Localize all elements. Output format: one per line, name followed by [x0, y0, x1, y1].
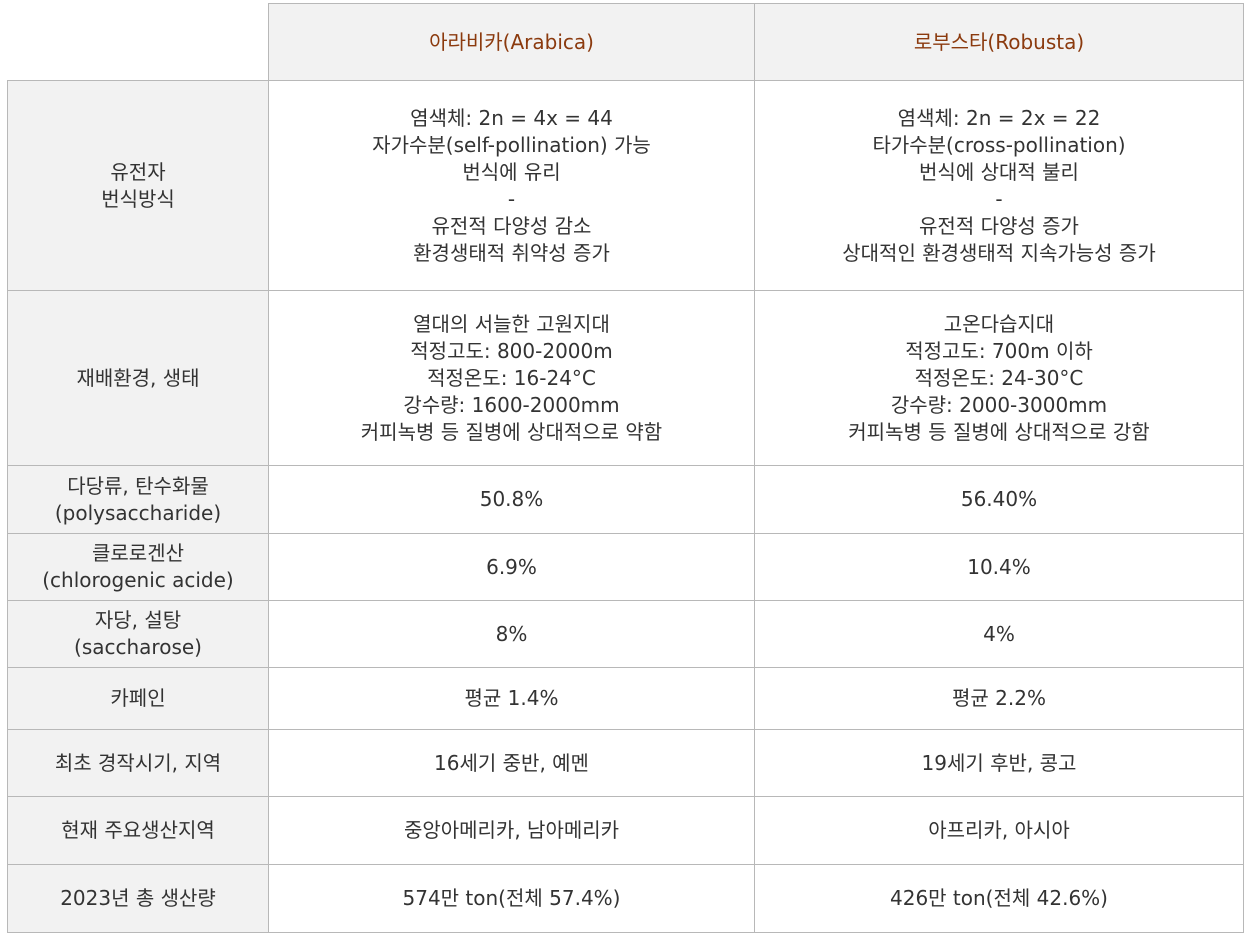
row-header-line: 유전자 [110, 159, 166, 184]
arabica-cell-line: 염색체: 2n = 4x = 44 [410, 105, 613, 130]
robusta-cell-line: 평균 2.2% [952, 686, 1046, 710]
row-saccharose: 자당, 설탕 (saccharose) 8% 4% [7, 600, 1244, 668]
header-row: 아라비카(Arabica) 로부스타(Robusta) [7, 3, 1244, 81]
row-header-line: (polysaccharide) [54, 500, 222, 525]
robusta-cell: 4% [754, 600, 1244, 668]
arabica-cell: 염색체: 2n = 4x = 44 자가수분(self-pollination) … [268, 80, 755, 291]
arabica-cell-line: 열대의 서늘한 고원지대 [413, 311, 610, 336]
robusta-cell-line: 56.40% [960, 487, 1038, 511]
arabica-cell: 6.9% [268, 533, 755, 601]
robusta-cell: 염색체: 2n = 2x = 22 타가수분(cross-pollination)… [754, 80, 1244, 291]
row-header-line: 재배환경, 생태 [76, 365, 200, 390]
arabica-cell-line: 환경생태적 취약성 증가 [413, 240, 610, 265]
arabica-cell-line: 적정고도: 800-2000m [410, 338, 613, 363]
row-first-cultivation: 최초 경작시기, 지역 16세기 중반, 예멘 19세기 후반, 콩고 [7, 729, 1244, 797]
arabica-cell-line: 8% [495, 621, 528, 646]
robusta-cell-line: 아프리카, 아시아 [928, 818, 1070, 842]
row-genetics-reproduction: 유전자 번식방식 염색체: 2n = 4x = 44 자가수분(self-pollin… [7, 80, 1244, 291]
robusta-cell: 아프리카, 아시아 [754, 796, 1244, 865]
robusta-cell: 평균 2.2% [754, 667, 1244, 730]
row-header-line: (saccharose) [74, 635, 202, 659]
row-header: 현재 주요생산지역 [7, 796, 269, 865]
robusta-cell-line: - [995, 186, 1003, 211]
row-header-line: 클로로겐산 [92, 541, 184, 565]
robusta-cell-line: 염색체: 2n = 2x = 22 [897, 105, 1101, 130]
column-header-arabica: 아라비카(Arabica) [268, 3, 755, 81]
robusta-cell-line: 강수량: 2000-3000mm [890, 392, 1108, 417]
robusta-cell-line: 번식에 상대적 불리 [919, 159, 1079, 184]
row-header: 카페인 [7, 667, 269, 730]
row-header: 클로로겐산 (chlorogenic acide) [7, 533, 269, 601]
robusta-cell: 10.4% [754, 533, 1244, 601]
corner-cell [7, 3, 269, 81]
robusta-cell-line: 적정온도: 24-30°C [914, 365, 1084, 390]
robusta-cell: 426만 ton(전체 42.6%) [754, 864, 1244, 933]
robusta-cell-line: 커피녹병 등 질병에 상대적으로 강함 [848, 419, 1150, 444]
row-chlorogenic-acid: 클로로겐산 (chlorogenic acide) 6.9% 10.4% [7, 533, 1244, 601]
robusta-cell-line: 고온다습지대 [943, 311, 1055, 336]
arabica-cell-line: 574만 ton(전체 57.4%) [402, 886, 621, 910]
robusta-cell-line: 10.4% [967, 554, 1031, 579]
row-main-production-region: 현재 주요생산지역 중앙아메리카, 남아메리카 아프리카, 아시아 [7, 796, 1244, 865]
row-header: 최초 경작시기, 지역 [7, 729, 269, 797]
arabica-cell: 50.8% [268, 465, 755, 534]
arabica-cell-line: 적정온도: 16-24°C [427, 365, 596, 390]
row-header-line: 현재 주요생산지역 [61, 818, 215, 842]
arabica-cell-line: 6.9% [486, 554, 537, 579]
robusta-cell: 19세기 후반, 콩고 [754, 729, 1244, 797]
column-header-robusta: 로부스타(Robusta) [754, 3, 1244, 81]
row-header-line: 다당류, 탄수화물 [67, 473, 209, 498]
arabica-cell-line: 중앙아메리카, 남아메리카 [403, 818, 620, 842]
arabica-cell: 열대의 서늘한 고원지대 적정고도: 800-2000m 적정온도: 16-24°C… [268, 290, 755, 466]
arabica-cell-line: 16세기 중반, 예멘 [434, 750, 589, 775]
arabica-cell-line: 자가수분(self-pollination) 가능 [372, 132, 651, 157]
row-header-line: 카페인 [110, 686, 166, 710]
robusta-cell: 56.40% [754, 465, 1244, 534]
row-header-line: 2023년 총 생산량 [60, 886, 216, 910]
row-caffeine: 카페인 평균 1.4% 평균 2.2% [7, 667, 1244, 730]
row-total-production-2023: 2023년 총 생산량 574만 ton(전체 57.4%) 426만 ton(전체… [7, 864, 1244, 933]
arabica-cell: 574만 ton(전체 57.4%) [268, 864, 755, 933]
arabica-cell-line: - [507, 186, 516, 211]
comparison-table: 아라비카(Arabica) 로부스타(Robusta) 유전자 번식방식 염색체: … [7, 3, 1244, 933]
row-header: 2023년 총 생산량 [7, 864, 269, 933]
robusta-cell-line: 426만 ton(전체 42.6%) [890, 886, 1108, 910]
row-header: 다당류, 탄수화물 (polysaccharide) [7, 465, 269, 534]
arabica-cell-line: 번식에 유리 [462, 159, 561, 184]
robusta-cell: 고온다습지대 적정고도: 700m 이하 적정온도: 24-30°C 강수량: 200… [754, 290, 1244, 466]
robusta-cell-line: 19세기 후반, 콩고 [921, 750, 1077, 775]
arabica-cell: 16세기 중반, 예멘 [268, 729, 755, 797]
arabica-cell: 8% [268, 600, 755, 668]
row-header: 재배환경, 생태 [7, 290, 269, 466]
robusta-cell-line: 타가수분(cross-pollination) [872, 132, 1126, 157]
row-header: 자당, 설탕 (saccharose) [7, 600, 269, 668]
row-header-line: 자당, 설탕 [94, 608, 182, 632]
robusta-cell-line: 유전적 다양성 증가 [919, 213, 1079, 238]
arabica-cell-line: 50.8% [479, 487, 544, 511]
arabica-cell-line: 유전적 다양성 감소 [431, 213, 592, 238]
row-cultivation-environment: 재배환경, 생태 열대의 서늘한 고원지대 적정고도: 800-2000m 적정온도:… [7, 290, 1244, 466]
arabica-cell: 평균 1.4% [268, 667, 755, 730]
row-header-line: (chlorogenic acide) [42, 568, 234, 592]
arabica-cell-line: 커피녹병 등 질병에 상대적으로 약함 [360, 419, 663, 444]
row-header: 유전자 번식방식 [7, 80, 269, 291]
robusta-cell-line: 적정고도: 700m 이하 [905, 338, 1093, 363]
robusta-cell-line: 상대적인 환경생태적 지속가능성 증가 [842, 240, 1156, 265]
row-polysaccharide: 다당류, 탄수화물 (polysaccharide) 50.8% 56.40% [7, 465, 1244, 534]
robusta-cell-line: 4% [983, 621, 1015, 646]
arabica-cell-line: 평균 1.4% [464, 686, 559, 710]
row-header-line: 최초 경작시기, 지역 [54, 750, 222, 775]
arabica-cell: 중앙아메리카, 남아메리카 [268, 796, 755, 865]
arabica-cell-line: 강수량: 1600-2000mm [403, 392, 620, 417]
row-header-line: 번식방식 [101, 186, 175, 211]
